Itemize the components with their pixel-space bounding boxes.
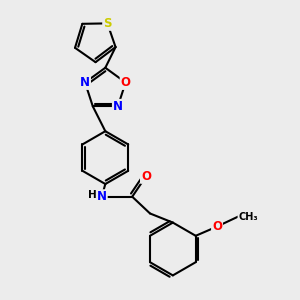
Text: O: O	[121, 76, 130, 89]
Text: O: O	[141, 170, 151, 183]
Text: N: N	[113, 100, 123, 113]
Text: O: O	[212, 220, 222, 233]
Text: N: N	[80, 76, 90, 89]
Text: S: S	[103, 17, 112, 30]
Text: CH₃: CH₃	[238, 212, 258, 221]
Text: H: H	[88, 190, 97, 200]
Text: N: N	[97, 190, 107, 203]
